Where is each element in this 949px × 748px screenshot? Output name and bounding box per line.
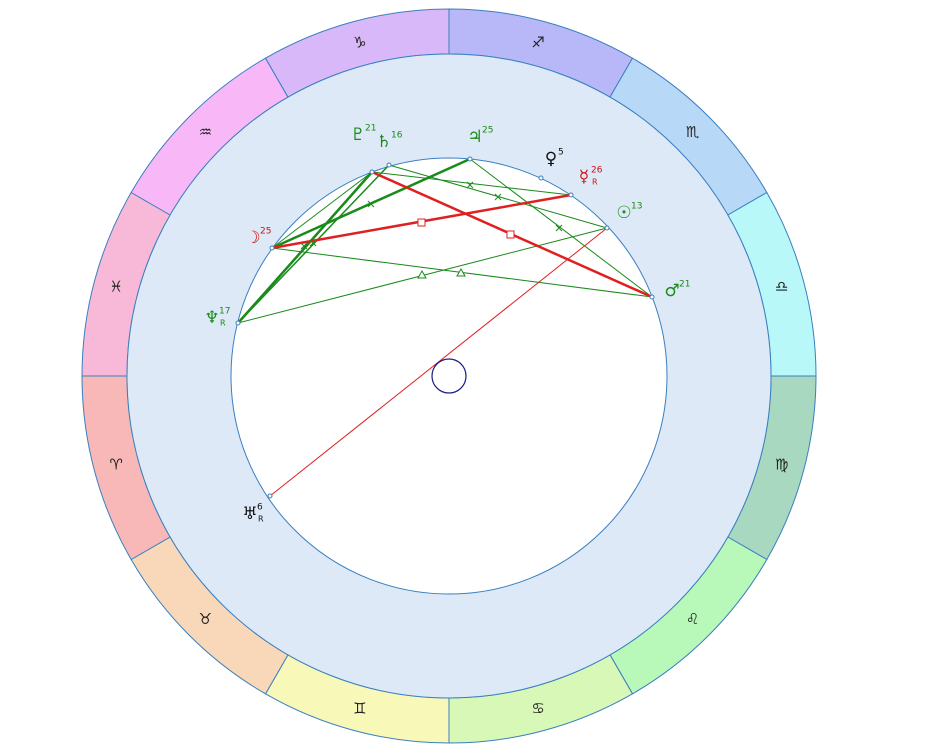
planet-degree: 25: [482, 126, 493, 136]
planet-dot: [267, 493, 273, 499]
planet-degree: 5: [558, 148, 564, 158]
sign-glyph: ♓︎: [110, 277, 123, 295]
center-circle: [431, 358, 467, 394]
planet-dot: [235, 320, 241, 326]
aspect-lines: [237, 157, 653, 497]
planet-glyph: ♇: [350, 125, 365, 145]
retrograde-mark: R: [592, 178, 598, 187]
planet-degree: 21: [679, 280, 690, 290]
square-symbol: [417, 218, 426, 227]
planet-degree: 16: [391, 131, 403, 141]
sign-glyph: ♊︎: [353, 699, 366, 717]
trine-symbol: [417, 267, 466, 279]
planet-dot: [649, 294, 655, 300]
planet-glyph: ♀: [545, 149, 557, 169]
sign-glyph: ♏︎: [686, 123, 700, 141]
sign-glyph: ♍︎: [775, 456, 788, 474]
planet-dot: [369, 169, 375, 175]
planet-dot: [467, 156, 473, 162]
planet-degree: 6: [257, 503, 263, 513]
planet-glyph: ☿: [579, 167, 589, 187]
planet-degree: 26: [591, 166, 603, 176]
planet-glyph: ♂: [664, 281, 679, 301]
aspect-line: [271, 171, 373, 249]
sign-glyph: ♑︎: [353, 34, 366, 52]
square-symbol: [506, 230, 515, 239]
sign-glyph: ♒︎: [199, 123, 212, 141]
retrograde-mark: R: [258, 515, 264, 524]
planet-dot: [604, 225, 610, 231]
planet-glyph: ☉: [616, 203, 631, 223]
sign-glyph: ♉︎: [199, 610, 212, 628]
planet-glyph: ♄: [376, 132, 391, 152]
planet-dot: [568, 192, 574, 198]
sign-glyph: ♈︎: [110, 456, 123, 474]
planet-degree: 21: [365, 124, 376, 134]
planet-glyph: ♃: [467, 127, 482, 147]
sign-glyph: ♋︎: [531, 699, 544, 717]
planet-dot: [538, 175, 544, 181]
planet-dot: [269, 245, 275, 251]
sign-glyph: ♎︎: [775, 277, 788, 295]
planet-dot: [386, 162, 392, 168]
planet-glyph: ☽: [245, 228, 260, 248]
planet-glyph: ♆: [204, 308, 219, 328]
sign-glyph: ♐︎: [531, 34, 544, 52]
planet-degree: 17: [219, 307, 230, 317]
aspect-line: [469, 158, 653, 298]
planet-degree: 25: [260, 227, 271, 237]
sextile-symbol: [300, 181, 563, 250]
planet-glyph: ♅: [242, 504, 257, 524]
planet-degree: 13: [631, 202, 642, 212]
sign-glyph: ♌︎: [686, 610, 699, 628]
retrograde-mark: R: [220, 319, 226, 328]
